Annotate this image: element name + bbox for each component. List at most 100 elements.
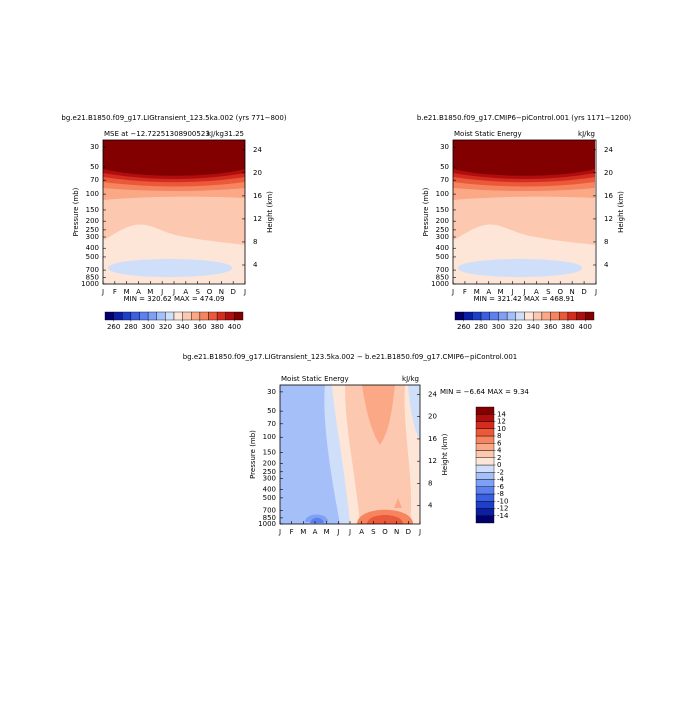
y-tick-label: 400	[436, 244, 449, 252]
y2-tick-label: 4	[604, 261, 609, 269]
min-max: MIN = 321.42 MAX = 468.91	[474, 295, 575, 303]
colorbar-box	[454, 311, 464, 321]
colorbar-box	[165, 311, 175, 321]
colorbar-label: 380	[561, 323, 574, 331]
y2-tick-label: 12	[253, 215, 262, 223]
x-tick-label: N	[219, 288, 224, 296]
y2-tick-label: 8	[253, 238, 257, 246]
x-tick-label: A	[183, 288, 188, 296]
colorbar-box	[475, 493, 495, 502]
colorbar-box	[475, 472, 495, 480]
colorbar-box	[173, 311, 183, 321]
min-max: MIN = 320.62 MAX = 474.09	[124, 295, 225, 303]
y-tick-label: 400	[86, 244, 99, 252]
y2-tick-label: 20	[428, 413, 437, 421]
colorbar-box	[475, 515, 495, 524]
colorbar-label: 260	[107, 323, 120, 331]
y2-tick-label: 8	[428, 479, 432, 487]
x-tick-label: J	[278, 528, 281, 536]
colorbar-label: -4	[497, 476, 505, 484]
colorbar-label: 340	[527, 323, 540, 331]
contour-fill	[458, 259, 582, 277]
colorbar-label: 280	[474, 323, 487, 331]
y2-tick-label: 16	[428, 435, 437, 443]
y2-tick-label: 4	[253, 261, 258, 269]
colorbar-box	[234, 311, 244, 321]
panel-title: b.e21.B1850.f09_g17.CMIP6−piControl.001 …	[417, 114, 632, 122]
colorbar-label: 380	[210, 323, 223, 331]
contour-fill	[103, 140, 245, 176]
colorbar-label: -8	[497, 490, 504, 498]
colorbar-label: -6	[497, 483, 505, 491]
y-tick-label: 300	[436, 233, 449, 241]
colorbar-label: 4	[497, 447, 502, 455]
colorbar-box	[139, 311, 149, 321]
colorbar-box	[216, 311, 226, 321]
colorbar-box	[475, 406, 495, 415]
x-tick-label: J	[172, 288, 175, 296]
colorbar-box	[585, 311, 595, 321]
y-tick-label: 250	[263, 468, 276, 476]
colorbar-box	[104, 311, 114, 321]
x-tick-label: A	[136, 288, 141, 296]
x-tick-label: S	[195, 288, 200, 296]
contour-fill	[280, 385, 340, 524]
y-tick-label: 1000	[81, 280, 99, 288]
y2-tick-label: 24	[428, 390, 437, 398]
x-tick-label: J	[451, 288, 454, 296]
right-string: kJ/kg	[402, 375, 419, 383]
colorbar-box	[475, 443, 495, 451]
x-tick-label: M	[498, 288, 504, 296]
colorbar-box	[576, 311, 586, 321]
colorbar-box	[475, 450, 495, 458]
y-axis-title: Pressure (mb)	[72, 187, 80, 236]
y-tick-label: 30	[267, 388, 276, 396]
x-tick-label: O	[207, 288, 213, 296]
colorbar-box	[559, 311, 569, 321]
x-tick-label: A	[486, 288, 491, 296]
colorbar-label: 10	[497, 425, 506, 433]
contours	[103, 140, 245, 284]
x-tick-label: M	[147, 288, 153, 296]
x-tick-label: S	[546, 288, 551, 296]
x-tick-label: J	[418, 528, 421, 536]
colorbar-box	[199, 311, 209, 321]
x-tick-label: M	[124, 288, 130, 296]
right-string: kJ/kg31.25	[207, 130, 244, 138]
colorbar-label: -14	[497, 512, 509, 520]
contour-fill	[345, 385, 412, 524]
colorbar-box	[524, 311, 534, 321]
colorbar-box	[463, 311, 473, 321]
y2-tick-label: 12	[604, 215, 613, 223]
y-tick-label: 1000	[258, 520, 276, 528]
x-tick-label: N	[394, 528, 399, 536]
contours	[453, 140, 595, 284]
colorbar-box	[472, 311, 482, 321]
y-tick-label: 1000	[431, 280, 449, 288]
y-tick-label: 850	[436, 274, 449, 282]
y-tick-label: 50	[90, 163, 99, 171]
y-tick-label: 500	[86, 253, 99, 261]
y2-tick-label: 24	[604, 146, 613, 154]
left-string: Moist Static Energy	[454, 130, 522, 138]
colorbar-label: 300	[492, 323, 505, 331]
colorbar-label: 2	[497, 454, 501, 462]
colorbar-box	[475, 501, 495, 509]
contour-fill	[394, 498, 402, 508]
colorbar-box	[475, 479, 495, 487]
y2-tick-label: 24	[253, 146, 262, 154]
colorbar-label: 400	[228, 323, 241, 331]
x-tick-label: D	[230, 288, 235, 296]
y-tick-label: 100	[263, 433, 276, 441]
colorbar-box	[498, 311, 508, 321]
colorbar-label: 320	[159, 323, 172, 331]
y-tick-label: 700	[86, 266, 99, 274]
x-tick-label: A	[359, 528, 364, 536]
x-tick-label: A	[534, 288, 539, 296]
y2-axis-title: Height (km)	[617, 191, 625, 233]
x-tick-label: J	[348, 528, 351, 536]
x-tick-label: M	[324, 528, 330, 536]
colorbar-label: -2	[497, 468, 504, 476]
y-tick-label: 400	[263, 485, 276, 493]
